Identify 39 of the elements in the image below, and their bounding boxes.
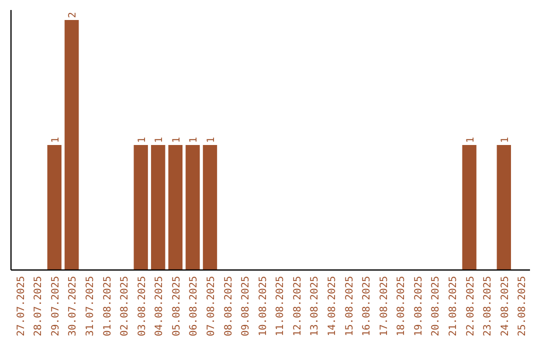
data-label: 1 [188,136,200,143]
data-label: 1 [154,136,166,143]
x-tick-label: 28.07.2025 [33,276,44,336]
data-label: 1 [50,136,62,143]
data-label: 1 [206,136,217,143]
x-tick-label: 13.08.2025 [310,276,321,336]
x-tick-label: 27.07.2025 [16,276,27,336]
x-tick-label: 17.08.2025 [378,276,390,336]
x-tick-label: 07.08.2025 [206,276,217,336]
x-tick-label: 24.08.2025 [500,276,511,336]
data-label: 1 [171,136,182,143]
x-tick-label: 05.08.2025 [171,276,182,336]
x-tick-label: 08.08.2025 [223,276,234,336]
x-tick-label: 01.08.2025 [102,276,114,336]
data-label: 2 [68,12,79,18]
x-tick-label: 02.08.2025 [120,276,131,336]
x-tick-label: 04.08.2025 [154,276,166,336]
data-label: 1 [465,136,476,143]
x-tick-label: 09.08.2025 [240,276,252,336]
x-tick-label: 29.07.2025 [50,276,62,336]
x-tick-label: 19.08.2025 [413,276,424,336]
x-tick-label: 16.08.2025 [362,276,373,336]
x-tick-label: 03.08.2025 [136,276,148,336]
x-tick-label: 15.08.2025 [344,276,356,336]
x-tick-label: 11.08.2025 [275,276,286,336]
x-tick-label: 14.08.2025 [327,276,338,336]
x-tick-label: 23.08.2025 [482,276,494,336]
x-tick-label: 22.08.2025 [465,276,476,336]
x-tick-label: 30.07.2025 [68,276,79,336]
x-tick-label: 25.08.2025 [517,276,528,336]
x-tick-label: 06.08.2025 [188,276,200,336]
data-label: 1 [500,136,511,143]
x-tick-label: 20.08.2025 [430,276,442,336]
x-tick-label: 21.08.2025 [448,276,460,336]
data-label: 1 [136,136,148,143]
x-tick-label: 31.07.2025 [84,276,96,336]
x-tick-label: 10.08.2025 [258,276,269,336]
x-tick-label: 12.08.2025 [292,276,304,336]
x-tick-label: 18.08.2025 [396,276,408,336]
